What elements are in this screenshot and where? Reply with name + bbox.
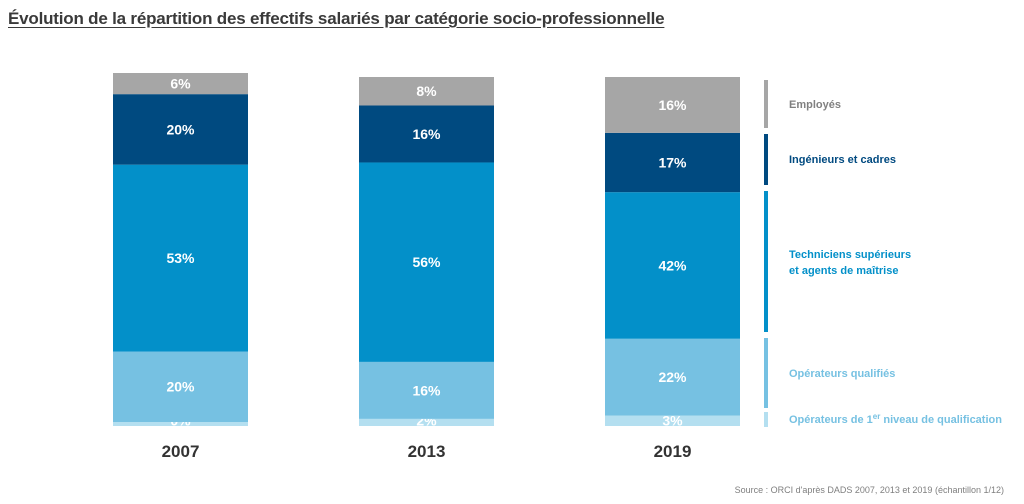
legend-label-1: Ingénieurs et cadres bbox=[789, 154, 896, 166]
data-label-2013-2: 56% bbox=[412, 254, 441, 270]
bar-segment-2007-2 bbox=[113, 164, 248, 352]
bar-segment-2007-0 bbox=[113, 422, 248, 426]
legend-swatch-4 bbox=[764, 412, 768, 427]
x-tick-label-2013: 2013 bbox=[408, 442, 446, 461]
bar-segment-2019-0 bbox=[605, 415, 740, 426]
data-label-2007-4: 6% bbox=[170, 76, 191, 92]
data-label-2007-2: 53% bbox=[166, 250, 195, 266]
legend-swatch-2 bbox=[764, 191, 768, 332]
bar-segment-2019-2 bbox=[605, 192, 740, 339]
legend-label-2-line-1: et agents de maîtrise bbox=[789, 265, 898, 277]
data-label-2019-3: 17% bbox=[658, 155, 687, 171]
data-label-2007-1: 20% bbox=[166, 379, 195, 395]
bar-segment-2007-4 bbox=[113, 73, 248, 95]
bar-segment-2007-3 bbox=[113, 94, 248, 165]
bar-segment-2007-1 bbox=[113, 351, 248, 422]
data-label-2013-1: 16% bbox=[412, 382, 441, 398]
legend-label-0: Employés bbox=[789, 99, 841, 111]
legend-label-3: Opérateurs qualifiés bbox=[789, 368, 895, 380]
source-note: Source : ORCI d'après DADS 2007, 2013 et… bbox=[734, 485, 1004, 495]
bar-segment-2019-3 bbox=[605, 132, 740, 193]
legend-swatch-0 bbox=[764, 80, 768, 128]
bar-segment-2013-1 bbox=[359, 361, 494, 419]
bar-segment-2013-4 bbox=[359, 77, 494, 106]
data-label-2019-1: 22% bbox=[658, 369, 687, 385]
bar-segment-2019-4 bbox=[605, 77, 740, 133]
bar-segment-2013-2 bbox=[359, 162, 494, 362]
data-label-2013-3: 16% bbox=[412, 126, 441, 142]
data-label-2007-3: 20% bbox=[166, 121, 195, 137]
legend-label-4: Opérateurs de 1er niveau de qualificatio… bbox=[789, 412, 1002, 427]
bar-segment-2013-0 bbox=[359, 418, 494, 426]
data-label-2019-2: 42% bbox=[658, 257, 687, 273]
chart-title: Évolution de la répartition des effectif… bbox=[8, 9, 665, 28]
data-label-2013-4: 8% bbox=[416, 83, 437, 99]
legend-swatch-1 bbox=[764, 134, 768, 185]
x-tick-label-2019: 2019 bbox=[654, 442, 692, 461]
bar-segment-2019-1 bbox=[605, 338, 740, 416]
legend-swatch-3 bbox=[764, 338, 768, 408]
legend-label-2-line-0: Techniciens supérieurs bbox=[789, 249, 911, 261]
data-label-2019-4: 16% bbox=[658, 97, 687, 113]
data-label-2019-0: 3% bbox=[662, 413, 683, 429]
bar-segment-2013-3 bbox=[359, 105, 494, 163]
x-tick-label-2007: 2007 bbox=[162, 442, 200, 461]
